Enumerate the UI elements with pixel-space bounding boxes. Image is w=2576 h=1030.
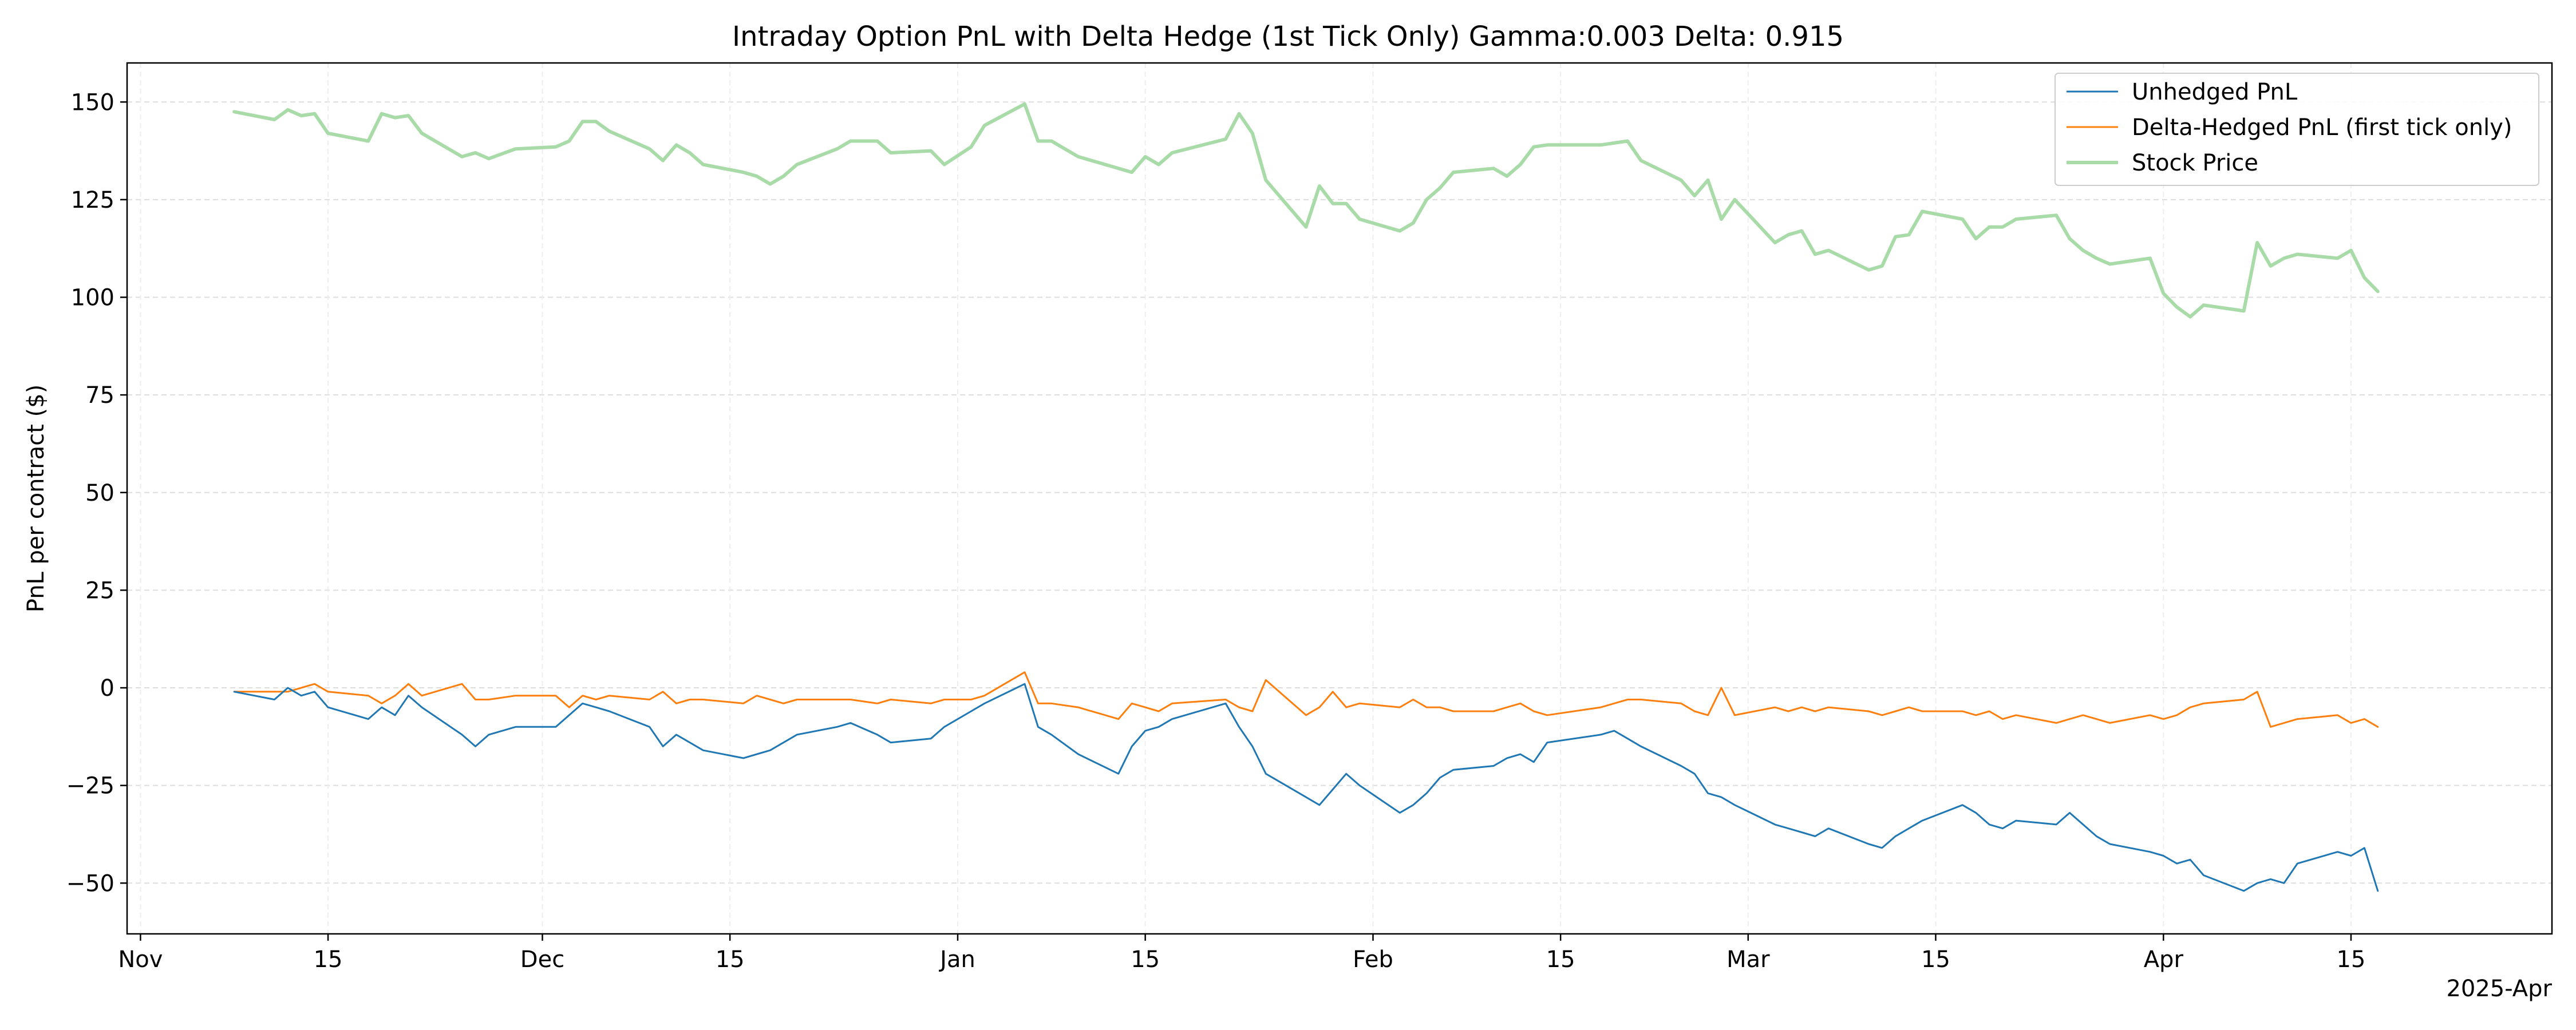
x-tick-label: Nov xyxy=(118,946,163,973)
series-line-2 xyxy=(232,102,2380,319)
y-tick-label: 25 xyxy=(85,577,114,604)
y-tick-label: 100 xyxy=(71,285,114,311)
x-tick-label: Mar xyxy=(1726,946,1770,973)
series-layer xyxy=(232,102,2380,892)
series-line-0 xyxy=(233,683,2379,892)
y-tick-label: −25 xyxy=(66,773,114,799)
legend-box xyxy=(2055,73,2539,186)
chart-title: Intraday Option PnL with Delta Hedge (1s… xyxy=(732,21,1844,53)
x-tick-label: Jan xyxy=(938,946,975,973)
x-axis: Nov 15 Dec 15 Jan 15 Feb 15 Mar 15 Apr 15 xyxy=(118,934,2365,973)
x-tick-label: Apr xyxy=(2144,946,2184,973)
y-tick-label: −50 xyxy=(66,870,114,897)
x-tick-label: 15 xyxy=(2336,946,2365,973)
x-tick-label: 15 xyxy=(1131,946,1160,973)
x-tick-label: Dec xyxy=(520,946,564,973)
y-tick-label: 150 xyxy=(71,89,114,116)
legend-label: Stock Price xyxy=(2132,150,2258,176)
x-tick-label: Feb xyxy=(1353,946,1393,973)
y-tick-label: 50 xyxy=(85,480,114,506)
y-axis-label: PnL per contract ($) xyxy=(23,385,49,612)
y-tick-label: 0 xyxy=(100,675,114,702)
y-axis: 150 125 100 75 50 25 0 −25 −50 xyxy=(66,89,127,897)
legend: Unhedged PnL Delta-Hedged PnL (first tick… xyxy=(2055,73,2539,186)
x-tick-label: 15 xyxy=(716,946,745,973)
legend-label: Unhedged PnL xyxy=(2132,79,2298,105)
x-offset-label: 2025-Apr xyxy=(2446,976,2552,1002)
grid xyxy=(127,63,2552,934)
plot-frame xyxy=(126,62,2553,935)
legend-label: Delta-Hedged PnL (first tick only) xyxy=(2132,114,2512,141)
y-tick-label: 75 xyxy=(85,382,114,409)
x-tick-label: 15 xyxy=(1546,946,1575,973)
y-tick-label: 125 xyxy=(71,187,114,213)
x-tick-label: 15 xyxy=(314,946,343,973)
series-line-1 xyxy=(233,671,2379,728)
x-tick-label: 15 xyxy=(1921,946,1950,973)
